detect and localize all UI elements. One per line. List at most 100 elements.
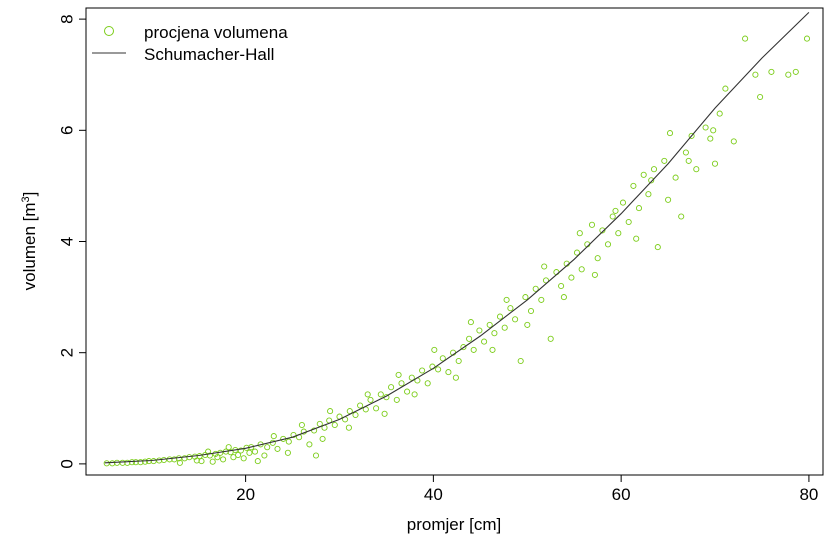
data-point <box>573 249 581 256</box>
data-point <box>792 68 799 75</box>
data-point <box>235 451 242 459</box>
data-point <box>270 433 277 440</box>
data-point <box>193 457 200 464</box>
data-point <box>710 127 717 134</box>
data-point <box>688 132 695 139</box>
y-axis-label: volumen [m3] <box>20 192 39 291</box>
data-point <box>654 244 661 251</box>
data-point <box>553 269 560 276</box>
data-point <box>481 338 488 345</box>
data-point <box>752 71 759 78</box>
data-point <box>672 174 679 181</box>
y-tick-label: 2 <box>58 348 77 357</box>
data-point <box>619 199 627 206</box>
data-point <box>757 93 764 101</box>
data-point <box>237 447 244 454</box>
data-point <box>558 282 565 290</box>
data-point <box>220 456 227 463</box>
y-tick-label: 4 <box>58 237 77 246</box>
data-point <box>615 230 622 237</box>
data-point <box>648 177 655 184</box>
data-point <box>650 166 658 173</box>
data-point <box>119 459 126 466</box>
data-point <box>128 459 136 466</box>
data-point <box>507 305 514 312</box>
data-point <box>503 296 510 303</box>
data-point <box>206 452 213 459</box>
data-point <box>373 405 380 412</box>
data-point <box>633 235 640 242</box>
y-axis: 0 2 4 6 8 <box>58 14 87 469</box>
legend-label-points: procjena volumena <box>144 23 288 42</box>
data-point <box>345 424 352 431</box>
data-point <box>142 458 149 465</box>
data-point <box>635 205 643 212</box>
data-point <box>331 421 338 429</box>
data-point <box>742 35 749 42</box>
data-point <box>240 455 247 462</box>
data-point <box>246 449 253 456</box>
data-point <box>312 452 320 459</box>
data-point <box>431 346 438 353</box>
data-point <box>398 380 405 387</box>
data-point <box>538 296 545 303</box>
data-point <box>489 346 496 353</box>
data-point <box>284 449 291 456</box>
plot-frame <box>85 7 824 476</box>
data-point <box>377 391 384 398</box>
x-tick-label: 40 <box>424 485 443 504</box>
data-point <box>599 227 606 234</box>
data-point <box>455 357 462 365</box>
data-point <box>298 421 305 429</box>
schumacher-hall-curve <box>104 12 810 464</box>
y-tick-label: 6 <box>58 126 77 135</box>
data-point <box>785 71 792 78</box>
data-point <box>568 274 575 281</box>
data-point <box>594 255 601 262</box>
data-point <box>261 452 268 459</box>
data-point <box>452 374 459 381</box>
data-point <box>419 367 426 374</box>
data-point <box>435 366 442 373</box>
data-point <box>640 171 647 178</box>
data-point <box>109 460 116 467</box>
data-point <box>609 213 616 220</box>
data-point <box>496 313 504 320</box>
data-point <box>682 149 689 156</box>
data-point <box>711 160 719 167</box>
data-point <box>439 355 446 362</box>
data-point <box>274 445 281 452</box>
data-point <box>225 444 232 451</box>
data-point <box>470 346 477 353</box>
data-point <box>702 124 709 131</box>
data-point <box>357 402 364 409</box>
data-point <box>352 411 359 419</box>
data-point <box>327 408 334 415</box>
x-tick-label: 60 <box>612 485 631 504</box>
y-axis-label-close: ] <box>20 192 39 197</box>
data-point <box>124 459 131 466</box>
y-axis-label-main: volumen [m <box>20 202 39 290</box>
data-point <box>661 157 668 164</box>
data-point <box>176 459 183 466</box>
data-point <box>685 157 692 164</box>
data-point <box>393 396 400 403</box>
data-point <box>132 459 139 466</box>
data-point <box>424 380 431 387</box>
data-point <box>501 324 508 331</box>
x-axis: 20 40 60 80 <box>236 474 818 504</box>
data-point <box>285 438 292 445</box>
data-point <box>722 85 729 92</box>
data-point <box>264 444 271 451</box>
y-axis-label-sup: 3 <box>20 196 32 202</box>
data-point <box>665 196 672 203</box>
x-axis-label: promjer [cm] <box>407 515 501 534</box>
data-point <box>404 388 411 395</box>
data-point <box>381 410 388 417</box>
data-point <box>666 130 674 137</box>
data-point <box>411 391 418 398</box>
y-tick-label: 0 <box>58 459 77 468</box>
data-point <box>730 138 737 145</box>
data-point <box>604 241 612 248</box>
data-point <box>319 435 326 442</box>
